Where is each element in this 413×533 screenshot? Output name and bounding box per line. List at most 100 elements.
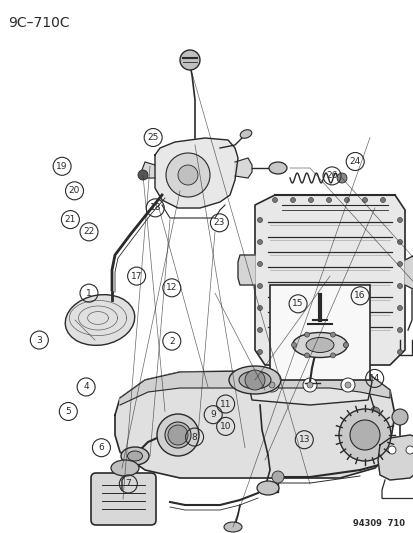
Circle shape [138, 170, 147, 180]
Circle shape [391, 409, 407, 425]
Circle shape [166, 153, 209, 197]
Circle shape [257, 239, 262, 245]
Circle shape [308, 198, 313, 203]
Text: 10: 10 [219, 422, 231, 431]
Circle shape [396, 284, 401, 288]
Text: 8: 8 [191, 433, 197, 441]
Polygon shape [115, 370, 394, 478]
Ellipse shape [240, 130, 251, 138]
Circle shape [344, 382, 350, 388]
Ellipse shape [292, 333, 347, 358]
Polygon shape [404, 255, 413, 290]
Text: 15: 15 [292, 300, 303, 308]
Circle shape [271, 471, 283, 483]
Circle shape [180, 50, 199, 70]
Text: 7: 7 [125, 480, 131, 488]
Text: 18: 18 [149, 204, 161, 212]
Polygon shape [120, 370, 389, 405]
Circle shape [396, 350, 401, 354]
Ellipse shape [349, 420, 379, 450]
Text: 25: 25 [147, 133, 159, 142]
Circle shape [257, 350, 262, 354]
Text: 9C–710C: 9C–710C [8, 16, 69, 30]
Ellipse shape [256, 481, 278, 495]
Circle shape [387, 446, 395, 454]
Text: 11: 11 [219, 400, 231, 408]
Polygon shape [235, 158, 252, 178]
Text: 1: 1 [86, 289, 92, 297]
Ellipse shape [121, 447, 149, 465]
Circle shape [369, 407, 379, 417]
Circle shape [306, 382, 312, 388]
Circle shape [257, 262, 262, 266]
Text: 94309  710: 94309 710 [352, 519, 404, 528]
Ellipse shape [157, 414, 199, 456]
Ellipse shape [165, 422, 190, 448]
Ellipse shape [228, 366, 280, 394]
Text: 12: 12 [166, 284, 177, 292]
Circle shape [330, 353, 335, 358]
Circle shape [257, 217, 262, 222]
Text: 22: 22 [83, 228, 95, 236]
Circle shape [257, 327, 262, 333]
Text: 2: 2 [169, 337, 174, 345]
Circle shape [396, 327, 401, 333]
Text: 19: 19 [56, 162, 68, 171]
Circle shape [362, 198, 367, 203]
Ellipse shape [268, 162, 286, 174]
Circle shape [396, 239, 401, 245]
Polygon shape [142, 162, 154, 178]
Circle shape [290, 198, 295, 203]
Circle shape [330, 332, 335, 337]
Ellipse shape [111, 460, 139, 476]
Ellipse shape [238, 371, 271, 389]
Text: 9: 9 [210, 410, 216, 419]
FancyBboxPatch shape [269, 285, 369, 380]
Circle shape [340, 378, 354, 392]
Circle shape [178, 165, 197, 185]
Circle shape [264, 378, 278, 392]
Polygon shape [247, 365, 371, 405]
Circle shape [326, 198, 331, 203]
Text: 13: 13 [298, 435, 309, 444]
Circle shape [396, 305, 401, 311]
Text: 17: 17 [131, 272, 142, 280]
Text: 21: 21 [64, 215, 76, 224]
Polygon shape [377, 435, 413, 480]
Ellipse shape [338, 409, 390, 461]
Circle shape [302, 378, 316, 392]
Text: 4: 4 [83, 383, 89, 391]
Circle shape [257, 305, 262, 311]
Circle shape [244, 370, 264, 390]
Circle shape [268, 382, 274, 388]
Circle shape [380, 198, 385, 203]
Polygon shape [154, 138, 237, 208]
Circle shape [343, 343, 348, 348]
FancyBboxPatch shape [91, 473, 156, 525]
Text: 20: 20 [69, 187, 80, 195]
Text: 3: 3 [36, 336, 42, 344]
Circle shape [304, 353, 309, 358]
Circle shape [396, 262, 401, 266]
Text: 14: 14 [368, 374, 380, 383]
Ellipse shape [65, 295, 134, 345]
Text: 26: 26 [325, 172, 337, 180]
Circle shape [396, 217, 401, 222]
Circle shape [343, 343, 348, 348]
Circle shape [304, 332, 309, 337]
Circle shape [168, 425, 188, 445]
Polygon shape [237, 255, 254, 285]
Text: 6: 6 [98, 443, 104, 452]
Text: 16: 16 [354, 292, 365, 300]
Polygon shape [254, 195, 404, 365]
Circle shape [405, 446, 413, 454]
Circle shape [257, 284, 262, 288]
Circle shape [344, 198, 349, 203]
Text: 24: 24 [349, 157, 360, 166]
Ellipse shape [305, 337, 333, 352]
Text: 5: 5 [65, 407, 71, 416]
Circle shape [291, 343, 296, 348]
Ellipse shape [223, 522, 242, 532]
Text: 23: 23 [213, 219, 225, 227]
Ellipse shape [127, 451, 142, 461]
